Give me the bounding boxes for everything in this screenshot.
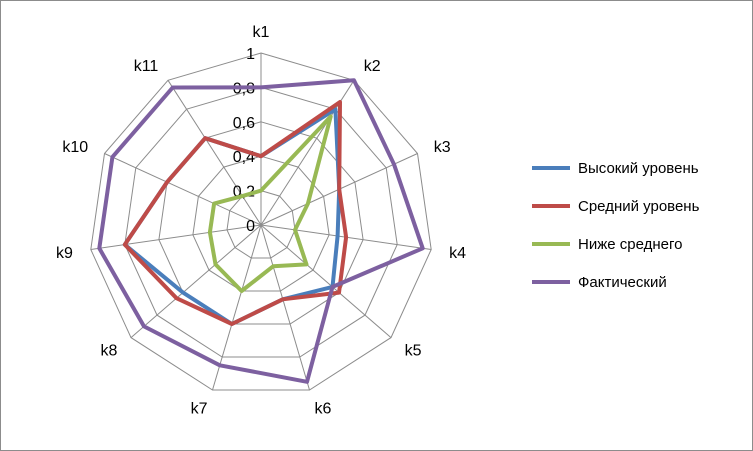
category-label-k11: k11 xyxy=(134,58,159,75)
category-label-k2: k2 xyxy=(364,58,381,75)
legend-label: Средний уровень xyxy=(578,198,700,215)
grid xyxy=(90,52,432,391)
spoke-k9 xyxy=(90,224,262,250)
legend-label: Фактический xyxy=(578,274,667,291)
category-label-k10: k10 xyxy=(62,139,88,156)
tick-label: 0,6 xyxy=(233,115,255,132)
spoke-k8 xyxy=(130,224,262,338)
series-line-1 xyxy=(122,100,349,326)
grid-ring-1 xyxy=(226,190,296,259)
grid-ring-4 xyxy=(124,86,398,358)
spoke-k7 xyxy=(212,224,262,391)
category-label-k1: k1 xyxy=(253,24,270,41)
category-label-k8: k8 xyxy=(100,342,117,359)
grid-ring-2 xyxy=(192,155,330,292)
category-label-k7: k7 xyxy=(191,400,208,417)
category-label-k4: k4 xyxy=(449,245,466,262)
tick-label: 0 xyxy=(246,218,255,235)
category-labels: k1 k2 k3 k4 k5 k6 k7 k8 k9 k10 k11 xyxy=(56,24,466,417)
legend-label: Высокий уровень xyxy=(578,160,699,177)
category-label-k3: k3 xyxy=(434,139,451,156)
series-line-3 xyxy=(97,78,425,384)
spoke-k5 xyxy=(260,224,392,338)
tick-label: 1 xyxy=(246,46,255,63)
category-label-k5: k5 xyxy=(405,342,422,359)
category-label-k9: k9 xyxy=(56,245,73,262)
legend: Высокий уровень Средний уровень Ниже средн… xyxy=(532,160,700,291)
legend-label: Ниже среднего xyxy=(578,236,682,253)
spoke-k10 xyxy=(104,153,262,226)
grid-ring-5 xyxy=(90,52,432,391)
series xyxy=(97,78,425,384)
category-label-k6: k6 xyxy=(315,400,332,417)
spoke-k11 xyxy=(167,80,262,226)
series-line-2 xyxy=(207,114,333,293)
spoke-k6 xyxy=(260,224,310,391)
